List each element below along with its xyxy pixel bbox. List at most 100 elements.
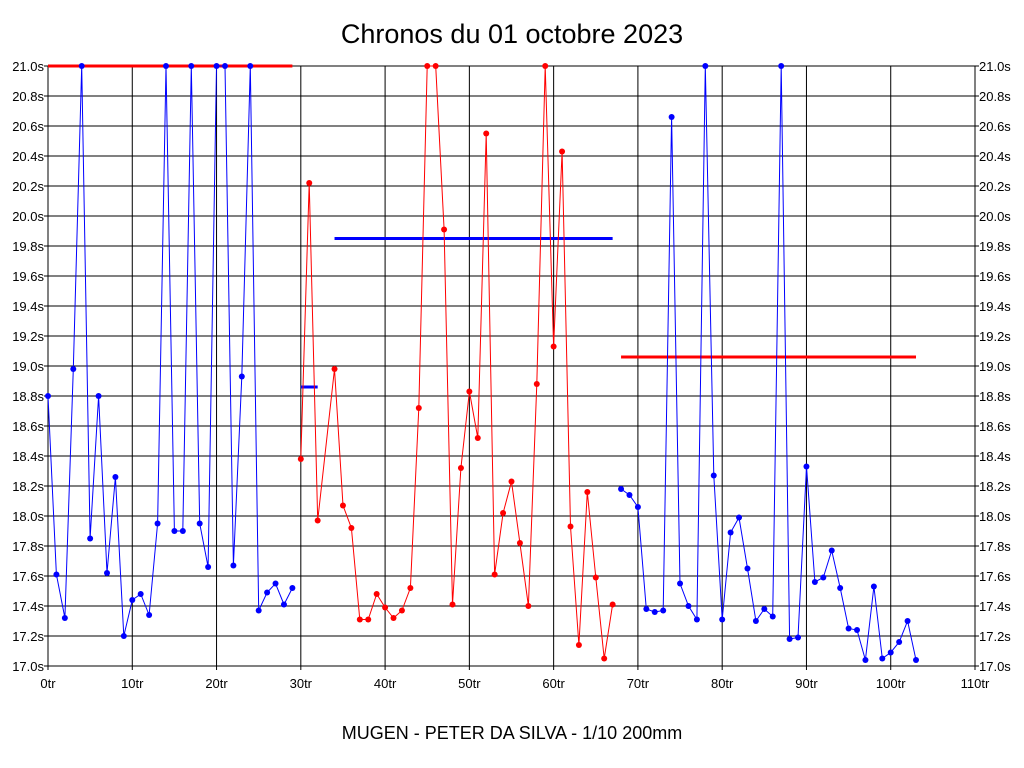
y-tick-label-right: 20.2s <box>979 179 1011 194</box>
y-tick-label: 17.2s <box>12 629 44 644</box>
lap-point <box>221 63 228 69</box>
lap-point <box>786 636 793 642</box>
lap-point <box>306 180 313 186</box>
x-tick-label: 70tr <box>627 676 650 691</box>
lap-point <box>483 130 490 137</box>
x-tick-label: 60tr <box>542 676 565 691</box>
y-tick-label-right: 19.4s <box>979 299 1011 314</box>
y-tick-label: 20.6s <box>12 119 44 134</box>
lap-point <box>154 520 161 527</box>
y-tick-label: 19.6s <box>12 269 44 284</box>
y-tick-label: 20.2s <box>12 179 44 194</box>
lap-point <box>78 63 85 69</box>
lap-point <box>744 565 751 572</box>
y-tick-label: 18.6s <box>12 419 44 434</box>
y-tick-label-right: 17.0s <box>979 659 1011 674</box>
lap-point <box>356 616 363 623</box>
lap-point <box>45 393 51 399</box>
lap-point <box>373 591 380 597</box>
y-tick-label: 19.0s <box>12 359 44 374</box>
lap-point <box>415 405 422 411</box>
y-tick-label: 18.8s <box>12 389 44 404</box>
lap-point <box>466 388 473 395</box>
lap-point <box>795 634 802 641</box>
lap-point <box>171 528 178 534</box>
lap-point <box>474 435 481 441</box>
y-tick-label-right: 17.2s <box>979 629 1011 644</box>
lap-point <box>398 607 405 614</box>
lap-point <box>213 63 220 69</box>
lap-point <box>407 585 414 591</box>
y-tick-label: 19.8s <box>12 239 44 254</box>
y-tick-label-right: 17.8s <box>979 539 1011 554</box>
y-tick-label: 17.8s <box>12 539 44 554</box>
y-tick-label-right: 17.4s <box>979 599 1011 614</box>
lap-point <box>457 465 464 471</box>
lap-point <box>441 226 448 233</box>
lap-point <box>609 601 616 608</box>
lap-point <box>331 366 338 372</box>
lap-point <box>103 570 110 576</box>
x-tick-label: 80tr <box>711 676 734 691</box>
lap-point <box>584 489 591 495</box>
lap-point <box>162 63 169 69</box>
lap-point <box>255 607 262 614</box>
lap-point <box>70 366 77 372</box>
lap-point <box>179 528 186 534</box>
y-tick-label: 20.0s <box>12 209 44 224</box>
lap-point <box>904 618 911 624</box>
chart-title: Chronos du 01 octobre 2023 <box>341 19 683 49</box>
lap-point <box>870 583 877 590</box>
lap-point <box>188 63 195 69</box>
y-tick-label-right: 18.4s <box>979 449 1011 464</box>
lap-point <box>95 393 102 399</box>
lap-point <box>146 612 153 618</box>
y-tick-label-right: 19.0s <box>979 359 1011 374</box>
x-tick-label: 50tr <box>458 676 481 691</box>
lap-point <box>803 463 810 470</box>
lap-point <box>811 579 818 585</box>
lap-point <box>601 655 608 662</box>
lap-point <box>53 571 60 578</box>
lap-point <box>710 472 717 479</box>
lap-point <box>693 616 700 623</box>
y-tick-label-right: 18.8s <box>979 389 1011 404</box>
lap-point <box>854 627 861 633</box>
y-tick-label: 17.0s <box>12 659 44 674</box>
y-tick-label: 19.2s <box>12 329 44 344</box>
lap-point <box>314 517 321 524</box>
lap-point <box>845 625 852 632</box>
lap-point <box>120 633 127 639</box>
lap-point <box>264 589 271 596</box>
y-tick-label-right: 20.4s <box>979 149 1011 164</box>
y-tick-label-right: 21.0s <box>979 59 1011 74</box>
x-tick-label: 0tr <box>40 676 56 691</box>
y-tick-label-right: 19.8s <box>979 239 1011 254</box>
data-series <box>45 63 920 663</box>
lap-point <box>87 535 94 542</box>
lap-point <box>660 607 667 614</box>
lap-point <box>677 580 684 587</box>
lap-point <box>533 381 540 387</box>
series-line <box>47 65 293 637</box>
lap-point <box>112 474 119 480</box>
lap-point <box>727 529 734 536</box>
lap-point <box>129 597 136 603</box>
lap-point <box>382 604 389 611</box>
lap-point <box>651 609 658 615</box>
y-tick-label-right: 20.6s <box>979 119 1011 134</box>
lap-point <box>432 63 439 69</box>
lap-point <box>449 601 456 608</box>
lap-point <box>702 63 709 69</box>
lap-point <box>820 574 827 581</box>
lap-point <box>550 343 557 350</box>
series-line <box>620 65 917 661</box>
lap-point <box>719 616 726 623</box>
x-tick-label: 30tr <box>290 676 313 691</box>
lap-point <box>280 601 287 608</box>
y-tick-label-right: 20.8s <box>979 89 1011 104</box>
axis-ticks: 17.0s 17.0s 17.2s 17.2s 17.4s 17.4s 17.6s 17.6s… <box>12 59 1011 691</box>
lap-point <box>685 603 692 609</box>
lap-point <box>879 655 886 662</box>
